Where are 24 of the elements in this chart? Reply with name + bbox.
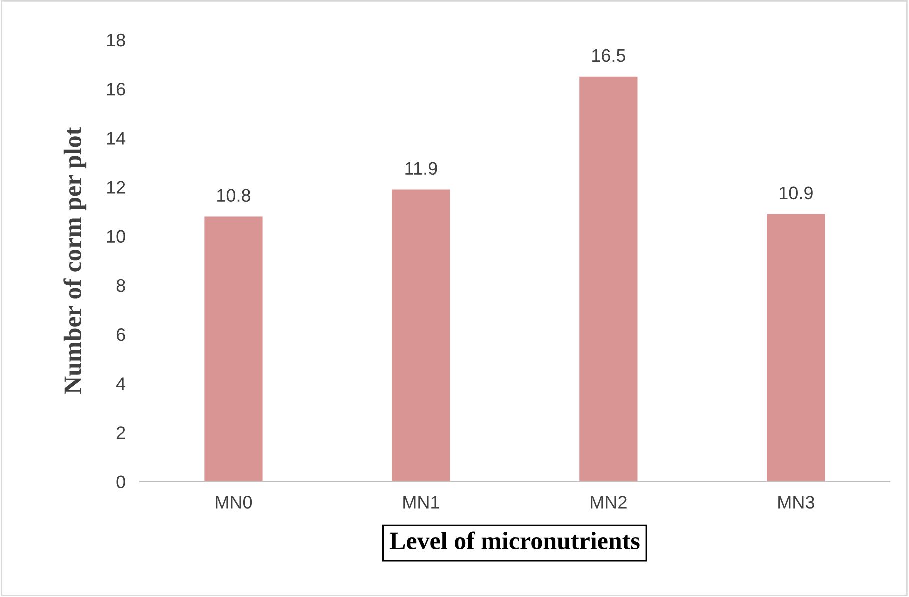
data-label: 10.9 [780,186,813,200]
y-axis-title: Number of corm per plot [64,127,87,394]
bar [767,214,826,482]
x-tick-label: MN2 [591,496,627,509]
y-tick-label: 14 [107,132,126,145]
y-tick-label: 10 [107,230,126,244]
y-tick-label: 8 [116,279,126,292]
x-tick-label: MN1 [404,496,440,509]
x-axis-title: Level of micronutrients [390,532,640,550]
y-tick-label: 12 [107,181,126,194]
x-tick-label: MN0 [216,496,252,509]
data-label: 16.5 [592,49,626,62]
x-tick-label: MN3 [778,496,814,509]
y-tick-label: 18 [107,34,126,47]
bar [392,190,450,482]
bar [580,76,638,482]
y-tick-label: 16 [107,83,126,96]
y-tick-label: 2 [116,426,126,440]
y-tick-label: 6 [116,328,126,342]
data-label: 10.8 [218,189,251,202]
y-tick-label: 0 [116,476,126,488]
bar [204,216,263,482]
data-label: 11.9 [406,162,438,176]
y-tick-label: 4 [116,378,126,390]
